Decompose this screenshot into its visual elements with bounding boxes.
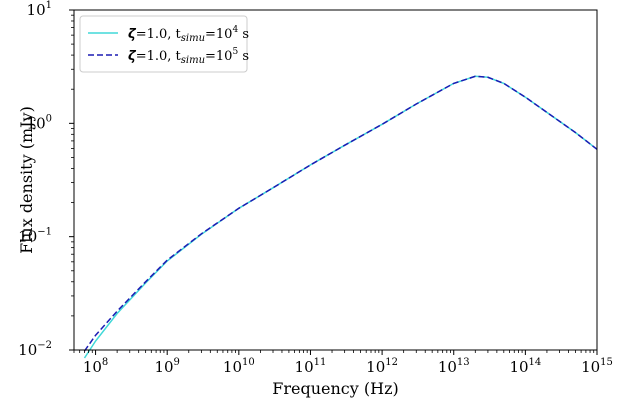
- legend-box: [79, 15, 248, 73]
- plot-frame: [73, 9, 598, 351]
- y-tick-label: 100: [27, 113, 52, 132]
- y-axis-label: Flux density (mJy): [17, 106, 36, 254]
- y-tick-label: 10−2: [18, 340, 52, 359]
- legend: ζ=1.0, tsimu=104 s ζ=1.0, tsimu=105 s: [79, 15, 249, 73]
- legend-label-2: ζ=1.0, tsimu=105 s: [128, 47, 249, 66]
- x-tick-label: 1011: [295, 357, 327, 376]
- x-tick-label: 109: [154, 357, 179, 376]
- x-tick-label: 1014: [509, 357, 541, 376]
- x-tick-label: 1013: [438, 357, 470, 376]
- series-line-2: [83, 75, 598, 352]
- series-layer: [83, 75, 598, 359]
- x-tick-label: 108: [83, 357, 108, 376]
- legend-label-1: ζ=1.0, tsimu=104 s: [128, 25, 249, 44]
- x-axis-label: Frequency (Hz): [272, 379, 399, 398]
- y-tick-label: 101: [27, 0, 52, 19]
- ticks-layer: 108 109 1010 1011 1012 1013 1014 1015 10−2 10−1 10…: [18, 0, 613, 376]
- x-tick-label: 1012: [366, 357, 398, 376]
- x-tick-label: 1015: [581, 357, 613, 376]
- y-tick-label: 10−1: [18, 227, 52, 246]
- x-tick-label: 1010: [223, 357, 255, 376]
